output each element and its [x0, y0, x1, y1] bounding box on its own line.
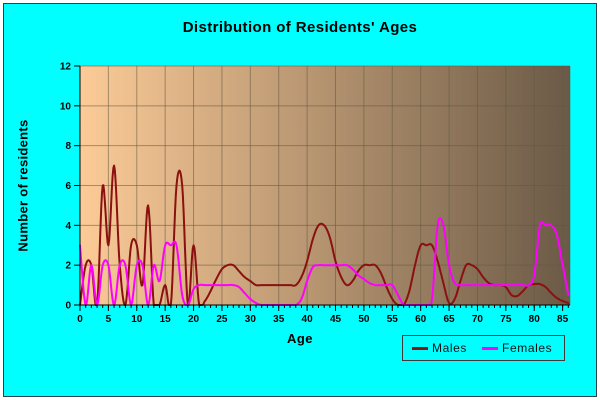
svg-text:65: 65 — [443, 314, 455, 325]
svg-text:30: 30 — [245, 314, 257, 325]
svg-text:10: 10 — [131, 314, 143, 325]
svg-text:60: 60 — [415, 314, 427, 325]
svg-text:40: 40 — [302, 314, 314, 325]
males-line-swatch — [412, 346, 428, 350]
x-axis-title: Age — [286, 331, 314, 346]
svg-text:12: 12 — [60, 62, 72, 73]
chart-canvas: 0 2 4 6 8 10 12 0 5 10 15 20 25 30 35 40 45 50 55 60 65 70 75 8… — [60, 62, 571, 326]
tick-marks — [74, 65, 569, 311]
svg-text:15: 15 — [160, 314, 172, 325]
svg-text:4: 4 — [65, 221, 71, 232]
svg-text:45: 45 — [330, 314, 342, 325]
svg-text:8: 8 — [65, 141, 71, 152]
females-line — [79, 217, 570, 306]
svg-text:50: 50 — [358, 314, 370, 325]
legend-item-females: Females — [482, 341, 552, 355]
legend-item-males: Males — [412, 341, 467, 355]
males-line — [79, 164, 570, 306]
svg-text:6: 6 — [65, 181, 71, 192]
legend-label-females: Females — [502, 341, 553, 355]
chart-window: 0 2 4 6 8 10 12 0 5 10 15 20 25 30 35 40 45 50 55 60 65 70 75 8… — [3, 3, 597, 397]
chart-title: Distribution of Residents' Ages — [182, 19, 418, 36]
svg-text:55: 55 — [387, 314, 399, 325]
svg-text:2: 2 — [65, 261, 71, 272]
females-line-swatch — [482, 346, 499, 350]
svg-text:0: 0 — [77, 314, 83, 325]
svg-text:35: 35 — [273, 314, 285, 325]
svg-text:5: 5 — [106, 314, 112, 325]
svg-text:80: 80 — [529, 314, 541, 325]
svg-text:25: 25 — [216, 314, 228, 325]
svg-text:75: 75 — [500, 314, 512, 325]
svg-text:0: 0 — [65, 301, 71, 312]
svg-text:10: 10 — [60, 101, 72, 112]
svg-text:20: 20 — [188, 314, 200, 325]
svg-text:70: 70 — [472, 314, 484, 325]
legend: Males Females — [402, 335, 565, 361]
legend-label-males: Males — [432, 341, 468, 355]
tick-labels: 0 2 4 6 8 10 12 0 5 10 15 20 25 30 35 40 45 50 55 60 65 70 75 8… — [60, 62, 569, 326]
svg-text:85: 85 — [557, 314, 569, 325]
